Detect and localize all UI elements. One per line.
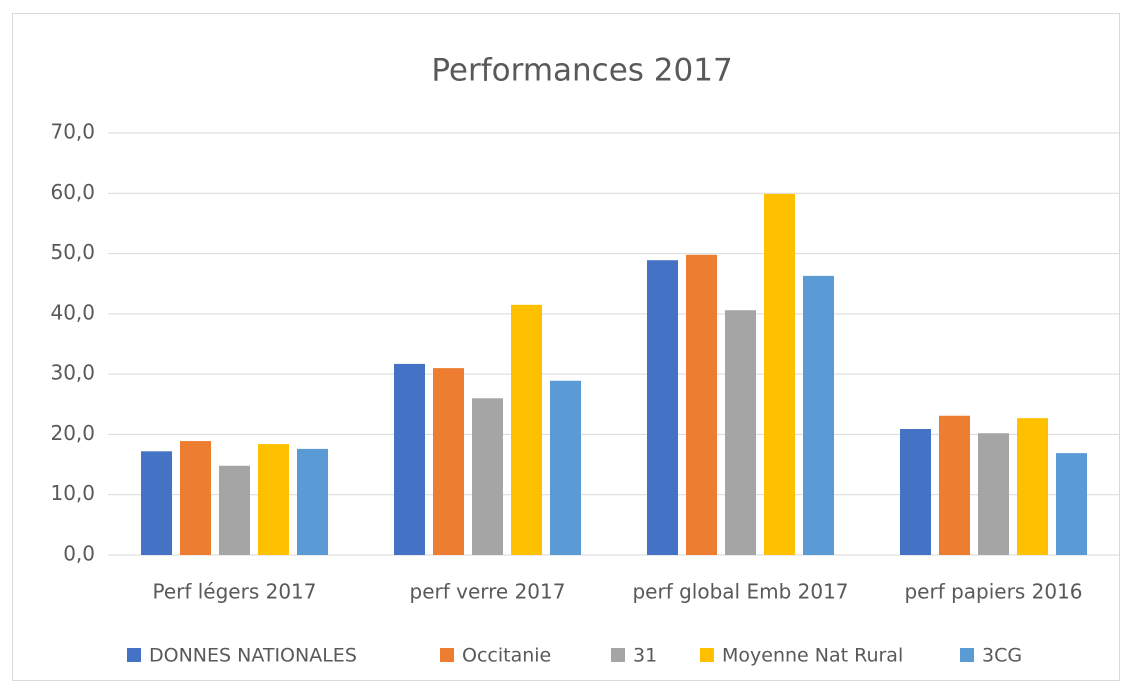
bar: [394, 363, 425, 555]
y-tick-label: 40,0: [50, 300, 95, 324]
y-tick-label: 70,0: [50, 120, 95, 144]
bar: [939, 415, 970, 555]
bar: [764, 193, 795, 556]
x-tick-label: perf verre 2017: [410, 580, 566, 604]
y-tick-label: 10,0: [50, 481, 95, 505]
legend-label: 3CG: [982, 645, 1022, 667]
bar: [725, 310, 756, 555]
bar: [978, 433, 1009, 555]
bar: [803, 275, 834, 555]
legend-label: DONNES NATIONALES: [149, 645, 357, 667]
x-tick-label: perf global Emb 2017: [632, 580, 848, 604]
bar: [433, 368, 464, 555]
x-tick-label: perf papiers 2016: [904, 580, 1082, 604]
bar: [550, 380, 581, 555]
chart-title: Performances 2017: [431, 53, 732, 89]
legend-swatch: [700, 648, 714, 662]
bar: [511, 304, 542, 555]
bar: [219, 465, 250, 555]
y-tick-label: 60,0: [50, 180, 95, 204]
bar: [472, 398, 503, 555]
chart-border: [12, 13, 1120, 681]
bar: [180, 441, 211, 555]
legend-swatch: [127, 648, 141, 662]
bar: [900, 429, 931, 555]
bar: [1056, 453, 1087, 555]
bar: [258, 444, 289, 555]
bar: [1017, 418, 1048, 555]
bar: [647, 260, 678, 555]
bar: [686, 254, 717, 555]
bar: [141, 451, 172, 555]
legend-label: Moyenne Nat Rural: [722, 645, 903, 667]
y-tick-label: 30,0: [50, 361, 95, 385]
y-tick-label: 50,0: [50, 240, 95, 264]
bar: [297, 448, 328, 555]
y-tick-label: 0,0: [63, 542, 95, 566]
legend-swatch: [611, 648, 625, 662]
legend-swatch: [960, 648, 974, 662]
legend-swatch: [440, 648, 454, 662]
y-tick-label: 20,0: [50, 421, 95, 445]
legend-label: Occitanie: [462, 645, 551, 667]
legend-label: 31: [633, 645, 657, 667]
x-tick-label: Perf légers 2017: [152, 580, 316, 604]
